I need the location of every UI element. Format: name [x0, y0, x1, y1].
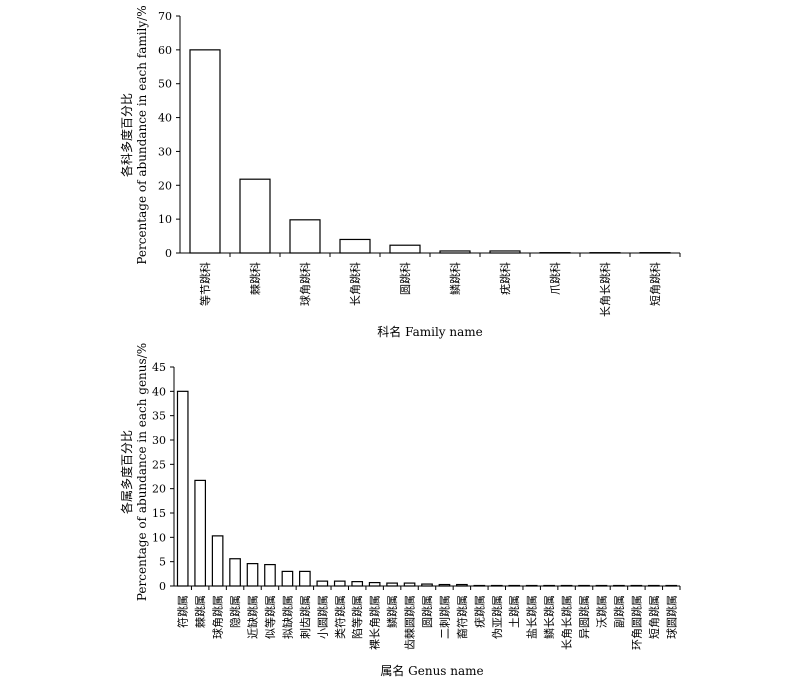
genus-bar — [176, 390, 189, 587]
genus-bar — [229, 558, 241, 587]
genus-category-label: 土跳属 — [507, 595, 521, 628]
family-ylabel-cn: 各科多度百分比 — [119, 93, 134, 177]
genus-category-label: 类符跳属 — [333, 595, 347, 639]
genus-bar — [264, 563, 276, 587]
family-category-label: 棘跳科 — [248, 262, 262, 295]
genus-bar — [386, 582, 398, 587]
genus-y-tick-label: 15 — [152, 507, 166, 520]
genus-y-tick-label: 25 — [152, 458, 166, 471]
family-category-label: 圆跳科 — [398, 262, 412, 295]
genus-category-label: 符跳属 — [176, 595, 190, 628]
family-category-label: 长角跳科 — [348, 262, 362, 306]
genus-bar — [299, 570, 311, 587]
genus-y-tick-label: 5 — [159, 556, 166, 569]
family-chart: 各科多度百分比 Percentage of abundance in each … — [119, 5, 681, 339]
family-category-label: 长角长跳科 — [598, 262, 612, 317]
family-category-label: 球角跳科 — [298, 262, 312, 306]
genus-bar — [421, 583, 433, 587]
genus-ylabel-en: Percentage of abundance in each genus/% — [135, 343, 149, 601]
genus-ylabel-cn: 各属多度百分比 — [119, 430, 134, 514]
genus-category-label: 盐长跳属 — [525, 595, 539, 639]
genus-bar — [246, 563, 259, 587]
genus-category-label: 裔符跳属 — [455, 595, 469, 639]
genus-category-label: 鳞跳属 — [385, 595, 399, 628]
family-bar — [389, 244, 421, 254]
genus-category-label: 拟缺跳属 — [280, 595, 294, 639]
genus-bar — [316, 580, 329, 587]
genus-category-label: 圆跳属 — [420, 595, 434, 628]
genus-bar — [438, 583, 451, 587]
genus-category-label: 球角跳属 — [211, 595, 225, 639]
genus-category-label: 刺齿跳属 — [298, 595, 312, 639]
genus-bar — [351, 581, 364, 587]
genus-category-label: 环角圆跳属 — [629, 595, 643, 650]
genus-bar — [333, 580, 346, 587]
genus-y-tick-label: 40 — [152, 385, 166, 398]
genus-y-tick-label: 0 — [159, 580, 166, 593]
genus-y-tick-label: 35 — [152, 410, 166, 423]
genus-bar — [211, 535, 224, 587]
family-bar — [339, 238, 371, 254]
family-xlabel: 科名 Family name — [377, 324, 483, 339]
genus-category-label: 沃跳属 — [594, 595, 608, 628]
genus-category-label: 隐跳属 — [228, 595, 242, 628]
family-bar — [439, 250, 471, 254]
genus-bar — [368, 581, 381, 587]
family-ylabel-en: Percentage of abundance in each family/% — [135, 5, 149, 264]
genus-category-label: 小圆跳属 — [315, 595, 329, 639]
genus-category-label: 异圆跳属 — [577, 595, 591, 639]
genus-y-tick-label: 10 — [152, 531, 166, 544]
family-category-label: 等节跳科 — [198, 262, 212, 306]
family-y-tick-label: 0 — [165, 247, 172, 260]
family-y-tick-label: 10 — [158, 213, 172, 226]
genus-category-label: 短角跳属 — [647, 595, 661, 639]
genus-category-label: 球圆跳属 — [664, 595, 678, 639]
genus-y-tick-label: 45 — [152, 361, 166, 374]
genus-y-tick-label: 20 — [152, 483, 166, 496]
family-y-tick-label: 50 — [158, 78, 172, 91]
family-y-tick-label: 70 — [158, 10, 172, 23]
family-bar — [239, 178, 271, 254]
genus-category-label: 伪亚跳属 — [490, 595, 504, 639]
genus-bar — [403, 582, 416, 587]
family-category-label: 疣跳科 — [498, 262, 512, 295]
genus-category-label: 副跳属 — [612, 595, 626, 628]
family-category-label: 爪跳科 — [548, 262, 562, 295]
genus-category-label: 长角长跳属 — [560, 595, 574, 650]
genus-category-label: 鳞长跳属 — [542, 595, 556, 639]
genus-category-label: 近缺跳属 — [246, 595, 260, 639]
family-y-tick-label: 30 — [158, 145, 172, 158]
genus-bar — [194, 479, 207, 587]
family-category-label: 短角跳科 — [648, 262, 662, 306]
family-category-label: 鳞跳科 — [448, 262, 462, 295]
genus-category-label: 裸长角跳属 — [368, 595, 382, 650]
genus-bar — [456, 583, 468, 587]
family-bar — [189, 49, 221, 254]
genus-category-label: 陷等跳属 — [350, 595, 364, 639]
genus-category-label: 似等跳属 — [263, 595, 277, 639]
genus-xlabel: 属名 Genus name — [380, 663, 483, 678]
genus-chart: 各属多度百分比 Percentage of abundance in each … — [119, 343, 681, 678]
family-y-tick-label: 20 — [158, 179, 172, 192]
family-bar — [489, 250, 521, 254]
genus-y-tick-label: 30 — [152, 434, 166, 447]
genus-category-label: 齿棘圆跳属 — [403, 595, 417, 650]
genus-category-label: 疣跳属 — [472, 595, 486, 628]
family-bar — [289, 219, 321, 254]
genus-category-label: 棘跳属 — [193, 595, 207, 628]
family-y-tick-label: 40 — [158, 112, 172, 125]
family-y-tick-label: 60 — [158, 44, 172, 57]
genus-category-label: 二刺跳属 — [437, 595, 451, 639]
genus-bar — [281, 570, 294, 587]
